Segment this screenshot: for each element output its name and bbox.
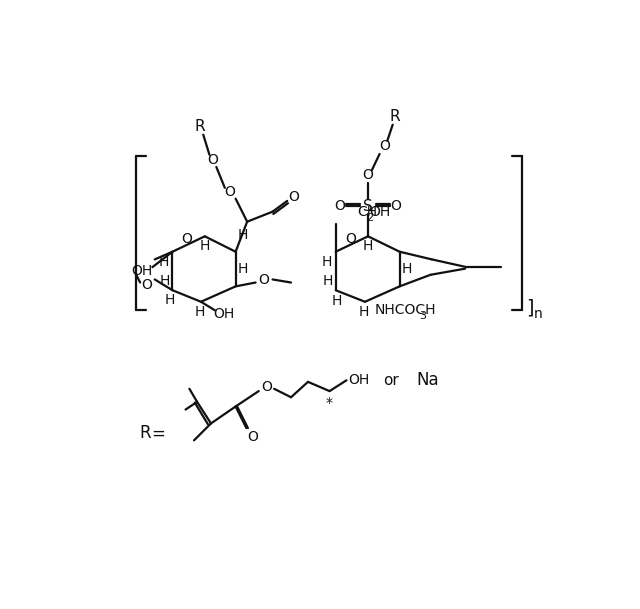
Text: OH: OH — [131, 264, 152, 278]
Text: O: O — [207, 153, 218, 167]
Text: n: n — [534, 307, 543, 321]
Text: OH: OH — [213, 307, 235, 321]
Text: O: O — [182, 233, 193, 247]
Text: H: H — [200, 239, 210, 253]
Text: O: O — [259, 273, 269, 287]
Text: H: H — [237, 228, 248, 242]
Text: or: or — [383, 373, 399, 388]
Text: O: O — [363, 169, 374, 183]
Text: R: R — [390, 110, 400, 124]
Text: H: H — [359, 304, 369, 319]
Text: O: O — [334, 199, 345, 213]
Text: R: R — [195, 119, 205, 135]
Text: ]: ] — [526, 298, 534, 317]
Text: CH: CH — [357, 205, 378, 219]
Text: O: O — [224, 185, 235, 199]
Text: O: O — [141, 278, 152, 292]
Text: S: S — [363, 199, 373, 214]
Text: H: H — [238, 262, 248, 276]
Text: O: O — [345, 233, 356, 247]
Text: OH: OH — [348, 373, 369, 387]
Text: H: H — [194, 304, 205, 319]
Text: H: H — [159, 274, 170, 288]
Text: *: * — [326, 396, 333, 410]
Text: H: H — [363, 239, 373, 253]
Text: O: O — [247, 431, 258, 445]
Text: O: O — [390, 199, 401, 213]
Text: O: O — [288, 190, 299, 204]
Text: 3: 3 — [419, 311, 426, 322]
Text: H: H — [322, 256, 332, 270]
Text: H: H — [323, 274, 333, 288]
Text: 2: 2 — [366, 213, 373, 223]
Text: =: = — [152, 424, 166, 443]
Text: NHCOCH: NHCOCH — [374, 303, 436, 317]
Text: H: H — [401, 262, 412, 276]
Text: R: R — [139, 424, 150, 443]
Text: H: H — [165, 293, 175, 307]
Text: O: O — [380, 139, 390, 153]
Text: O: O — [261, 380, 272, 394]
Text: OH: OH — [370, 205, 391, 219]
Text: Na: Na — [417, 371, 440, 389]
Text: H: H — [332, 294, 342, 308]
Text: H: H — [159, 256, 169, 270]
